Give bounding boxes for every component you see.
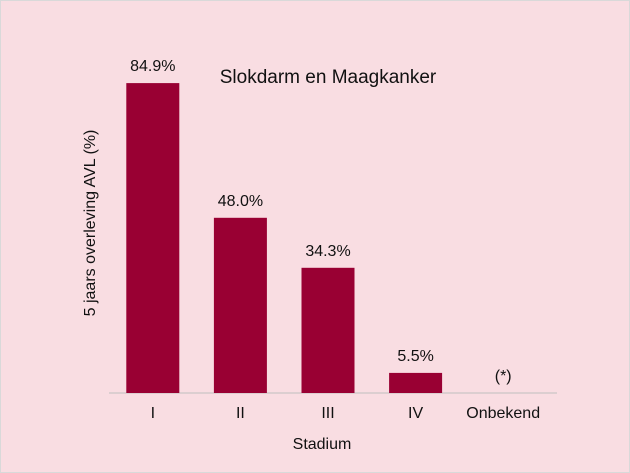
data-label-iv: 5.5% bbox=[397, 348, 433, 365]
x-tick-label-i: I bbox=[151, 405, 155, 422]
data-label-iii: 34.3% bbox=[305, 243, 350, 260]
x-tick-label-iv: IV bbox=[408, 405, 423, 422]
data-label-onbekend: (*) bbox=[495, 368, 512, 385]
x-tick-label-onbekend: Onbekend bbox=[466, 405, 540, 422]
bar-ii bbox=[213, 217, 267, 393]
x-tick-label-iii: III bbox=[321, 405, 334, 422]
chart-title: Slokdarm en Maagkanker bbox=[220, 67, 437, 88]
bar-i bbox=[126, 83, 180, 393]
x-tick-label-ii: II bbox=[236, 405, 245, 422]
bar-iii bbox=[301, 267, 355, 393]
data-label-i: 84.9% bbox=[130, 58, 175, 75]
bar-iv bbox=[389, 372, 443, 393]
y-axis-title: 5 jaars overleving AVL (%) bbox=[82, 130, 99, 317]
x-axis-title: Stadium bbox=[293, 436, 352, 453]
data-label-ii: 48.0% bbox=[218, 193, 263, 210]
bars-group: 84.9% I 48.0% II 34.3% III 5.5% IV (*) Onbekend bbox=[126, 58, 540, 422]
